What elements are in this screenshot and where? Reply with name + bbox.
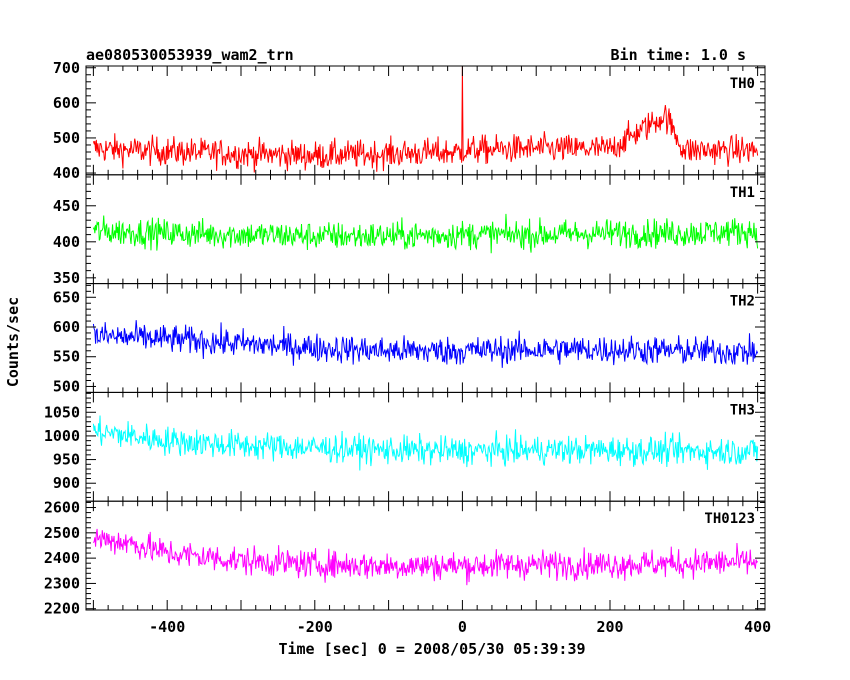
x-axis-title: Time [sec] 0 = 2008/05/30 05:39:39 xyxy=(278,640,585,658)
panel-th3: 900 950 1000 1050 TH3 xyxy=(44,391,766,502)
y-tick-label: 1000 xyxy=(44,427,80,445)
y-tick-label: 2400 xyxy=(44,549,80,567)
y-tick-label: 2500 xyxy=(44,524,80,542)
panel-label-th3: TH3 xyxy=(730,402,755,418)
y-tick-label: 1050 xyxy=(44,403,80,421)
y-tick-label: 600 xyxy=(53,318,80,336)
panel-frame xyxy=(85,174,766,285)
y-tick-label: 650 xyxy=(53,288,80,306)
panel-th0: 400 500 600 700 TH0 xyxy=(53,59,766,182)
y-tick-label: 950 xyxy=(53,451,80,469)
panel-frame xyxy=(85,500,766,611)
series-line-th0123 xyxy=(92,528,759,586)
x-tick-label: 400 xyxy=(744,618,771,636)
y-tick-label: 400 xyxy=(53,164,80,182)
panel-frame xyxy=(85,283,766,393)
y-tick-label: 700 xyxy=(53,59,80,77)
y-tick-label: 2200 xyxy=(44,600,80,618)
y-tick-label: 2600 xyxy=(44,499,80,517)
series-line-th3 xyxy=(92,415,759,471)
y-tick-label: 450 xyxy=(53,197,80,215)
panel-label-th0: TH0 xyxy=(730,76,755,92)
y-tick-label: 600 xyxy=(53,94,80,112)
x-tick-label: -200 xyxy=(297,618,333,636)
series-line-th2 xyxy=(92,320,759,368)
x-tick-label: -400 xyxy=(149,618,185,636)
series-line-th1 xyxy=(92,213,759,254)
x-axis-tick-labels: -400 -200 0 200 400 xyxy=(149,618,771,636)
panel-label-th2: TH2 xyxy=(730,294,755,310)
panel-th2: 500 550 600 650 TH2 xyxy=(53,283,766,395)
y-tick-label: 500 xyxy=(53,377,80,395)
panel-th1: 350 400 450 TH1 xyxy=(53,174,766,287)
panel-label-th0123: TH0123 xyxy=(704,511,755,527)
chart-title: ae080530053939_wam2_trn xyxy=(86,46,294,64)
y-tick-label: 400 xyxy=(53,233,80,251)
y-axis-title: Counts/sec xyxy=(4,297,22,387)
series-line-th0 xyxy=(92,65,759,173)
panels-group: 400 500 600 700 TH0 350 400 450 TH1 500 550 600 650 T… xyxy=(44,59,766,618)
bin-time-label: Bin time: 1.0 s xyxy=(611,46,746,64)
panel-label-th1: TH1 xyxy=(730,185,755,201)
y-tick-label: 550 xyxy=(53,348,80,366)
y-tick-label: 2300 xyxy=(44,574,80,592)
y-tick-label: 500 xyxy=(53,129,80,147)
y-tick-label: 350 xyxy=(53,269,80,287)
panel-th0123: 2200 2300 2400 2500 2600 TH0123 xyxy=(44,499,766,618)
x-tick-label: 0 xyxy=(458,618,467,636)
y-tick-label: 900 xyxy=(53,474,80,492)
x-tick-label: 200 xyxy=(596,618,623,636)
